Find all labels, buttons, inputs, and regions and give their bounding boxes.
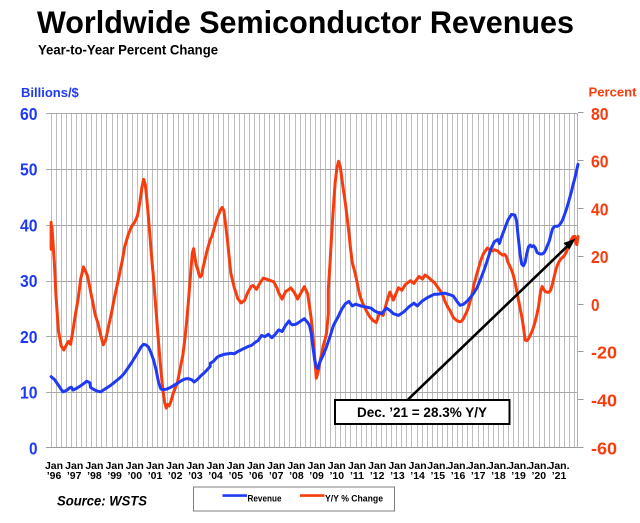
svg-text:’03: ’03 (188, 470, 203, 482)
svg-text:’00: ’00 (127, 470, 142, 482)
svg-text:40: 40 (20, 215, 38, 235)
svg-text:Year-to-Year Percent Change: Year-to-Year Percent Change (38, 41, 218, 57)
svg-text:80: 80 (591, 104, 609, 124)
svg-text:Jan: Jan (166, 460, 184, 472)
svg-text:’08: ’08 (289, 470, 304, 482)
svg-text:’16: ’16 (451, 470, 466, 482)
svg-text:’07: ’07 (269, 470, 284, 482)
svg-text:Jan.: Jan. (447, 460, 468, 472)
svg-text:’15: ’15 (430, 470, 445, 482)
svg-text:Jan: Jan (85, 460, 103, 472)
svg-text:Jan.: Jan. (488, 460, 509, 472)
svg-text:0: 0 (29, 438, 38, 458)
svg-text:’12: ’12 (370, 470, 385, 482)
svg-text:’09: ’09 (309, 470, 324, 482)
svg-text:Y/Y % Change: Y/Y % Change (325, 494, 383, 505)
svg-text:20: 20 (591, 247, 609, 267)
svg-text:Jan.: Jan. (548, 460, 569, 472)
svg-text:Dec. ’21 = 28.3% Y/Y: Dec. ’21 = 28.3% Y/Y (357, 405, 487, 420)
svg-text:-60: -60 (591, 438, 617, 458)
svg-text:’06: ’06 (249, 470, 264, 482)
svg-text:Jan: Jan (348, 460, 366, 472)
svg-text:’96: ’96 (47, 470, 62, 482)
svg-text:Jan: Jan (45, 460, 63, 472)
svg-text:Jan: Jan (106, 460, 124, 472)
svg-text:Jan.: Jan. (508, 460, 529, 472)
svg-text:’99: ’99 (107, 470, 122, 482)
svg-text:Jan: Jan (227, 460, 245, 472)
svg-text:20: 20 (20, 327, 38, 347)
svg-text:Jan: Jan (388, 460, 406, 472)
svg-text:50: 50 (20, 160, 38, 180)
svg-text:Percent: Percent (589, 85, 638, 100)
svg-text:Jan: Jan (287, 460, 305, 472)
svg-text:Jan.: Jan. (468, 460, 489, 472)
svg-text:’11: ’11 (350, 470, 364, 482)
svg-text:Jan: Jan (409, 460, 427, 472)
svg-text:’02: ’02 (168, 470, 183, 482)
svg-text:Jan: Jan (368, 460, 386, 472)
svg-text:Jan.: Jan. (528, 460, 549, 472)
svg-text:’14: ’14 (410, 470, 425, 482)
svg-text:Jan: Jan (186, 460, 204, 472)
svg-text:Jan: Jan (126, 460, 144, 472)
svg-text:0: 0 (591, 295, 600, 315)
svg-text:10: 10 (20, 383, 38, 403)
svg-text:Jan: Jan (65, 460, 83, 472)
svg-text:30: 30 (20, 271, 38, 291)
svg-text:’10: ’10 (329, 470, 344, 482)
svg-text:’20: ’20 (531, 470, 546, 482)
svg-text:’21: ’21 (552, 470, 567, 482)
svg-text:60: 60 (20, 104, 38, 124)
svg-text:60: 60 (591, 152, 609, 172)
svg-text:-20: -20 (591, 343, 617, 363)
svg-text:-40: -40 (591, 391, 617, 411)
svg-text:Jan: Jan (146, 460, 164, 472)
svg-text:’97: ’97 (67, 470, 82, 482)
svg-text:Source: WSTS: Source: WSTS (57, 494, 147, 509)
svg-text:’17: ’17 (471, 470, 486, 482)
svg-text:’18: ’18 (491, 470, 506, 482)
svg-text:’98: ’98 (87, 470, 102, 482)
svg-text:40: 40 (591, 199, 609, 219)
svg-text:’13: ’13 (390, 470, 405, 482)
svg-text:Jan: Jan (247, 460, 265, 472)
svg-text:Jan: Jan (328, 460, 346, 472)
svg-text:Jan: Jan (267, 460, 285, 472)
svg-text:’19: ’19 (511, 470, 526, 482)
svg-text:’05: ’05 (228, 470, 243, 482)
svg-text:Billions/$: Billions/$ (21, 85, 80, 100)
svg-text:Jan: Jan (207, 460, 225, 472)
svg-text:Jan: Jan (308, 460, 326, 472)
svg-text:’01: ’01 (148, 470, 163, 482)
svg-text:’04: ’04 (208, 470, 223, 482)
svg-text:Worldwide Semiconductor Revenu: Worldwide Semiconductor Revenues (37, 4, 574, 40)
svg-text:Revenue: Revenue (248, 494, 282, 505)
svg-text:Jan.: Jan. (427, 460, 448, 472)
